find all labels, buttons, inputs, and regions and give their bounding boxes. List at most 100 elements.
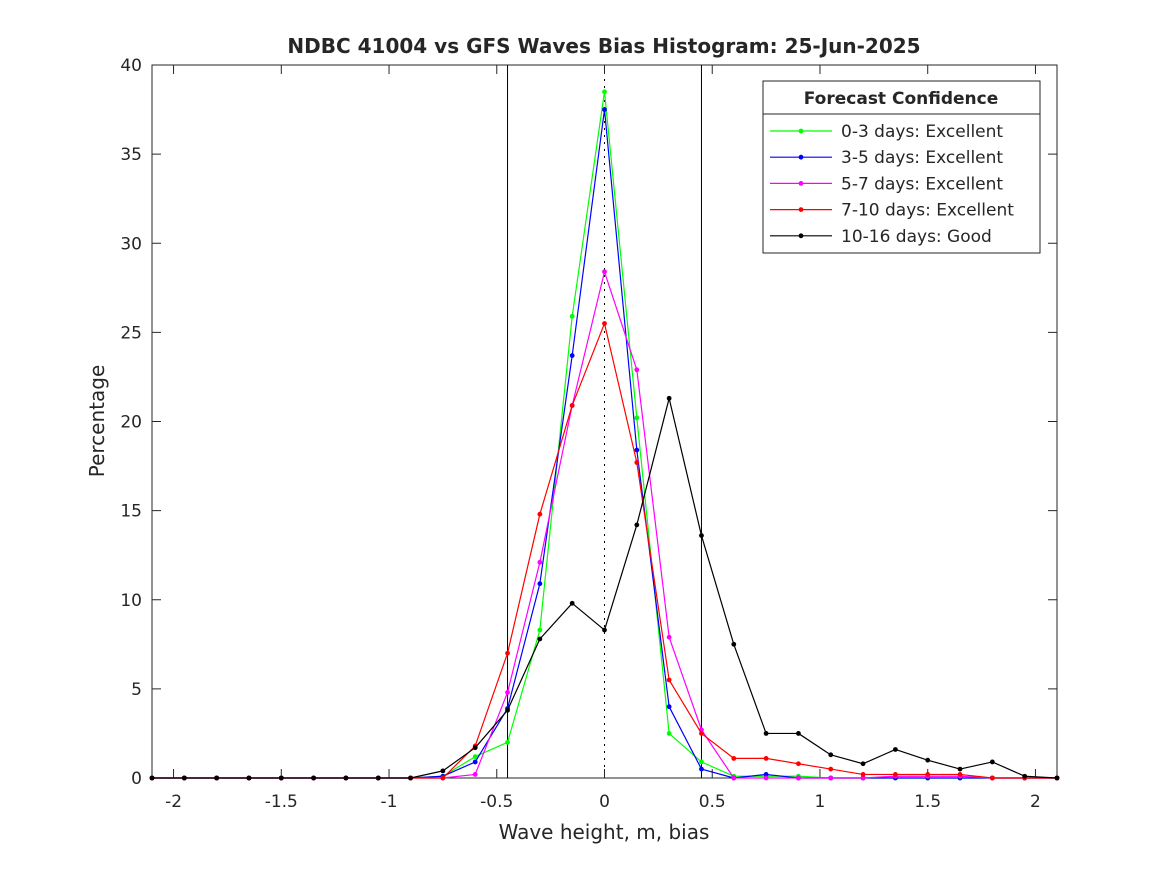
- data-point: [634, 447, 640, 453]
- x-tick-label: -1.5: [265, 792, 298, 812]
- data-point: [181, 775, 187, 781]
- data-point: [699, 766, 704, 772]
- data-point: [828, 766, 834, 772]
- data-point: [505, 690, 510, 695]
- data-point: [763, 731, 769, 736]
- data-point: [602, 321, 607, 326]
- x-axis-label: Wave height, m, bias: [499, 820, 710, 844]
- y-tick-label: 35: [120, 145, 142, 165]
- data-point: [505, 739, 510, 745]
- data-point: [666, 731, 672, 736]
- y-axis-label: Percentage: [85, 365, 109, 478]
- data-point: [472, 745, 478, 751]
- data-point: [537, 511, 543, 517]
- data-point: [666, 677, 672, 683]
- data-point: [796, 775, 801, 781]
- data-point: [989, 775, 995, 781]
- data-point: [440, 768, 446, 774]
- data-point: [763, 772, 769, 777]
- series-layer: [149, 89, 1060, 781]
- data-point: [602, 627, 607, 633]
- data-point: [925, 772, 931, 777]
- data-point: [699, 731, 704, 736]
- legend: Forecast Confidence 0-3 days: Excellent 3…: [762, 80, 1041, 254]
- x-tick-label: 2: [1030, 792, 1041, 812]
- data-point: [1054, 775, 1060, 781]
- x-tick-label: 0: [599, 792, 610, 812]
- data-point: [957, 772, 963, 777]
- data-point: [408, 775, 413, 781]
- legend-marker-5-7-days-excellent: [798, 181, 804, 186]
- data-point: [957, 766, 963, 772]
- chart-title: NDBC 41004 vs GFS Waves Bias Histogram: …: [287, 34, 920, 58]
- data-point: [569, 600, 575, 606]
- data-point: [892, 747, 898, 752]
- data-point: [602, 89, 607, 95]
- data-point: [763, 755, 769, 761]
- x-tick-label: -1: [381, 792, 398, 812]
- data-point: [634, 415, 640, 421]
- data-point: [860, 772, 866, 777]
- data-point: [311, 775, 317, 781]
- legend-label-5-7-days-excellent: 5-7 days: Excellent: [841, 174, 1003, 194]
- x-tick-label: 1.5: [914, 792, 941, 812]
- data-point: [505, 707, 510, 713]
- legend-box: [762, 80, 1041, 254]
- data-point: [860, 775, 866, 781]
- y-tick-label: 10: [120, 591, 142, 611]
- data-point: [569, 313, 575, 319]
- data-point: [472, 754, 478, 760]
- data-point: [505, 650, 510, 656]
- y-tick-label: 25: [120, 323, 142, 343]
- data-point: [796, 761, 801, 767]
- legend-label-10-16-days-good: 10-16 days: Good: [841, 227, 992, 247]
- data-point: [892, 772, 898, 777]
- data-point: [214, 775, 220, 781]
- y-tick-label: 30: [120, 234, 142, 254]
- data-point: [602, 269, 607, 275]
- series-10-16-days-good: [149, 395, 1060, 781]
- y-tick-label: 20: [120, 413, 142, 433]
- data-point: [537, 627, 543, 633]
- reference-lines: [507, 65, 702, 778]
- legend-title: Forecast Confidence: [804, 89, 999, 109]
- data-point: [989, 759, 995, 765]
- legend-label-7-10-days-excellent: 7-10 days: Excellent: [841, 201, 1014, 221]
- data-point: [699, 533, 704, 538]
- legend-marker-10-16-days-good: [798, 233, 804, 239]
- data-point: [278, 775, 284, 781]
- y-tick-label: 15: [120, 502, 142, 522]
- x-tick-label: 0.5: [699, 792, 726, 812]
- data-point: [828, 775, 834, 781]
- data-point: [634, 522, 640, 528]
- data-point: [569, 403, 575, 408]
- x-tick-label: 1: [815, 792, 826, 812]
- legend-entries: 0-3 days: Excellent 3-5 days: Excellent 5-…: [770, 122, 1014, 247]
- data-point: [731, 775, 737, 781]
- legend-label-3-5-days-excellent: 3-5 days: Excellent: [841, 148, 1003, 168]
- data-point: [472, 772, 478, 777]
- x-tick-label: -2: [165, 792, 182, 812]
- data-point: [246, 775, 252, 781]
- x-tick-label: -0.5: [480, 792, 513, 812]
- legend-label-0-3-days-excellent: 0-3 days: Excellent: [841, 122, 1003, 142]
- legend-marker-0-3-days-excellent: [798, 128, 804, 134]
- data-point: [569, 353, 575, 358]
- data-point: [666, 634, 672, 640]
- y-tick-label: 5: [131, 680, 142, 700]
- data-point: [343, 775, 349, 781]
- data-point: [602, 107, 607, 112]
- x-axis-ticks: -2 -1.5 -1 -0.5 0 0.5 1 1.5 2: [165, 65, 1041, 812]
- data-point: [149, 775, 155, 781]
- data-point: [699, 759, 704, 765]
- data-point: [634, 460, 640, 465]
- data-point: [537, 559, 543, 565]
- data-point: [860, 761, 866, 767]
- data-point: [763, 775, 769, 781]
- data-point: [537, 581, 543, 587]
- legend-marker-7-10-days-excellent: [798, 207, 804, 213]
- data-point: [731, 755, 737, 761]
- y-axis-ticks: 0 5 10 15 20 25 30 35 40: [120, 56, 1057, 789]
- data-point: [666, 395, 672, 401]
